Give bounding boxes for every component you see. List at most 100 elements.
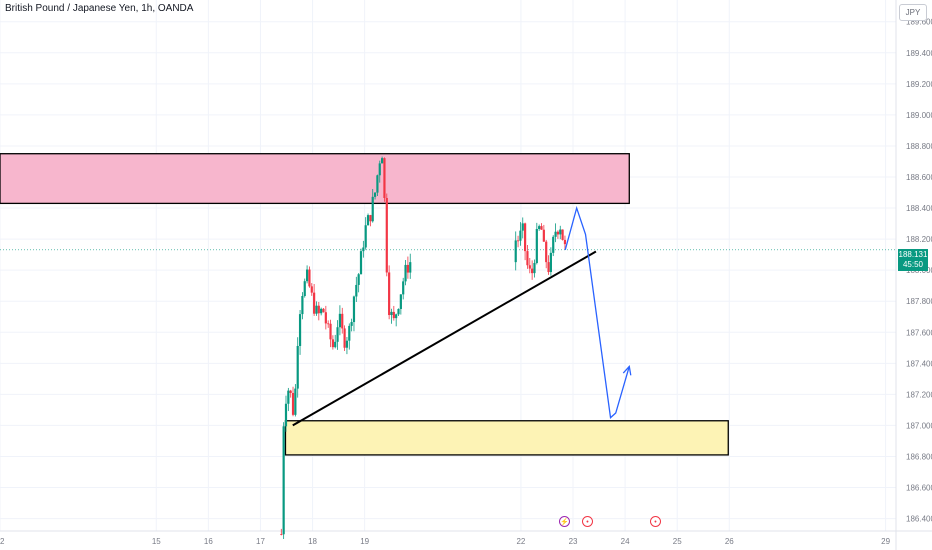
event-glyph: • bbox=[654, 519, 657, 526]
currency-button[interactable]: JPY bbox=[899, 4, 927, 21]
price-axis-label: 188.800 bbox=[906, 142, 932, 151]
lightning-icon[interactable]: ⚡ bbox=[559, 516, 570, 527]
candle-body bbox=[552, 236, 555, 253]
candle-body bbox=[280, 534, 283, 535]
candle-body bbox=[399, 294, 402, 309]
time-axis-label: 19 bbox=[360, 537, 369, 546]
candle-body bbox=[343, 328, 346, 348]
time-axis-label: 18 bbox=[308, 537, 317, 546]
resistance-zone bbox=[0, 153, 630, 205]
price-axis-label: 189.000 bbox=[906, 111, 932, 120]
price-axis-label: 188.600 bbox=[906, 173, 932, 182]
candle-body bbox=[348, 325, 351, 341]
candle-body bbox=[369, 215, 372, 222]
candle-body bbox=[315, 305, 318, 314]
candle-body bbox=[301, 296, 304, 315]
price-axis-label: 188.400 bbox=[906, 204, 932, 213]
candle-body bbox=[289, 390, 292, 393]
candle-body bbox=[355, 284, 358, 297]
candle-body bbox=[294, 388, 297, 415]
time-axis-label: 24 bbox=[621, 537, 630, 546]
time-axis-label: 23 bbox=[569, 537, 578, 546]
candle-body bbox=[561, 229, 564, 240]
candle-body bbox=[373, 192, 377, 197]
candle-body bbox=[331, 339, 334, 348]
candle-body bbox=[383, 158, 386, 198]
candle-body bbox=[545, 241, 548, 263]
candle-body bbox=[284, 403, 288, 427]
candle-body bbox=[556, 231, 560, 235]
candle-body bbox=[397, 308, 400, 315]
candle-body bbox=[390, 311, 393, 316]
projection-path bbox=[564, 205, 630, 419]
candle-body bbox=[533, 262, 536, 274]
candle-body bbox=[406, 264, 409, 273]
candle-body bbox=[521, 223, 524, 231]
time-axis-label: 12 bbox=[0, 537, 5, 546]
candle-body bbox=[317, 305, 320, 314]
candle-body bbox=[296, 345, 299, 389]
last-price-value: 188.131 bbox=[898, 250, 928, 259]
time-axis-label: 15 bbox=[152, 537, 161, 546]
price-axis-label: 189.600 bbox=[906, 18, 932, 27]
support-zone bbox=[284, 420, 729, 456]
candle-body bbox=[359, 251, 363, 275]
candle-body bbox=[514, 240, 517, 263]
price-axis-label: 186.600 bbox=[906, 484, 932, 493]
candle-body bbox=[364, 225, 367, 248]
candle-body bbox=[559, 229, 562, 235]
price-axis-label: 189.200 bbox=[906, 80, 932, 89]
candle-body bbox=[291, 392, 295, 415]
candle-body bbox=[538, 226, 541, 229]
candle-body bbox=[371, 196, 374, 222]
dot-icon[interactable]: • bbox=[582, 516, 593, 527]
price-axis-label: 186.800 bbox=[906, 452, 932, 461]
candle-body bbox=[357, 274, 360, 285]
time-axis-label: 17 bbox=[256, 537, 265, 546]
candle-body bbox=[324, 312, 327, 324]
candle-body bbox=[308, 269, 311, 287]
candle-body bbox=[313, 292, 316, 314]
candle-body bbox=[392, 311, 395, 319]
time-axis-label: 25 bbox=[673, 537, 682, 546]
dot-icon[interactable]: • bbox=[650, 516, 661, 527]
event-glyph: • bbox=[586, 519, 589, 526]
price-axis-label: 187.800 bbox=[906, 297, 932, 306]
symbol-title: British Pound / Japanese Yen, 1h, OANDA bbox=[5, 3, 194, 14]
time-axis-label: 26 bbox=[725, 537, 734, 546]
candle-body bbox=[402, 281, 405, 295]
candle-body bbox=[381, 158, 384, 164]
trendline bbox=[292, 250, 597, 427]
candle-body bbox=[376, 175, 379, 193]
price-axis-label: 187.200 bbox=[906, 390, 932, 399]
price-axis-label: 188.200 bbox=[906, 235, 932, 244]
candle-body bbox=[338, 313, 342, 328]
candle-body bbox=[388, 272, 391, 316]
candle-body bbox=[350, 322, 353, 326]
event-glyph: ⚡ bbox=[560, 519, 569, 526]
candle-body bbox=[305, 269, 309, 282]
bar-countdown: 45:50 bbox=[902, 260, 924, 269]
candle-body bbox=[287, 390, 290, 404]
candle-body bbox=[322, 308, 325, 313]
candle-body bbox=[282, 426, 285, 535]
candle-body bbox=[352, 296, 356, 323]
candle-body bbox=[329, 323, 332, 340]
candle-body bbox=[385, 197, 388, 273]
candle-body bbox=[563, 239, 567, 245]
candle-body bbox=[519, 230, 522, 241]
candle-body bbox=[362, 247, 365, 252]
candle-body bbox=[540, 226, 543, 230]
candle-body bbox=[531, 268, 534, 274]
candle-body bbox=[336, 327, 339, 342]
time-axis-label: 16 bbox=[204, 537, 213, 546]
last-price-tag: 188.131 45:50 bbox=[898, 249, 928, 271]
price-axis-label: 187.000 bbox=[906, 421, 932, 430]
candle-body bbox=[378, 163, 381, 176]
candle-body bbox=[345, 340, 349, 348]
time-axis-label: 22 bbox=[516, 537, 525, 546]
candle-body bbox=[528, 265, 531, 269]
candle-body bbox=[523, 223, 527, 252]
